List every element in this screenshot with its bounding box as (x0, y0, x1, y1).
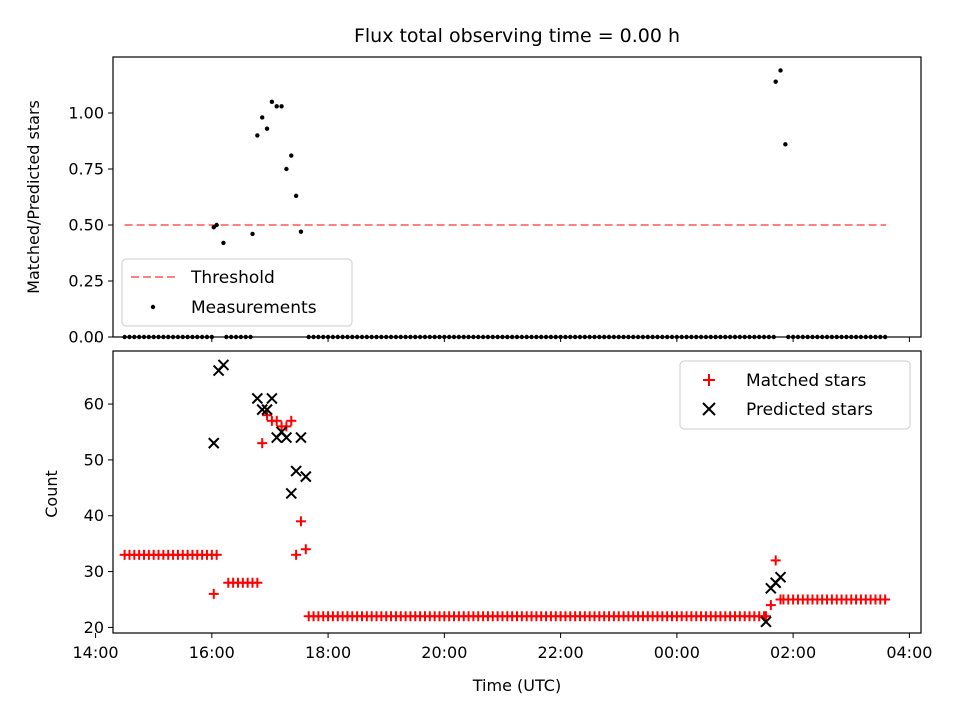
matched-star-point (295, 516, 306, 527)
bottom-legend: Matched stars Predicted stars (679, 360, 911, 430)
x-tick-label: 22:00 (538, 643, 584, 662)
matched-star-point (262, 410, 273, 421)
matched-star-point (286, 415, 297, 426)
bottom-x-ticks: 14:00 16:00 18:00 20:00 22:00 00:00 02:00 04:00 (73, 633, 932, 662)
top-y-axis-label: Matched/Predicted stars (24, 100, 43, 294)
matched-star-point (770, 555, 781, 566)
top-axes-frame (112, 56, 922, 338)
matched-star-point (252, 577, 263, 588)
predicted-star-point (760, 616, 772, 628)
matched-star-point (257, 438, 268, 449)
matched-star-point (880, 594, 891, 605)
legend-predicted-label: Predicted stars (746, 400, 873, 420)
legend-matched-swatch (703, 374, 715, 386)
measurement-point (250, 231, 255, 237)
bottom-y-tick-label: 20 (84, 618, 104, 637)
matched-star-point (760, 611, 771, 622)
predicted-star-point (774, 571, 787, 583)
measurement-point (214, 222, 219, 228)
bottom-y-tick-label: 60 (84, 395, 104, 414)
x-tick-label: 00:00 (654, 643, 700, 662)
top-legend-box (121, 258, 353, 327)
top-plot: Matched/Predicted stars 0.00 0.25 0.50 0.75… (24, 56, 922, 347)
matched-star-point (775, 594, 786, 605)
matched-star-point (211, 549, 222, 560)
top-y-tick-label: 0.25 (68, 272, 104, 291)
measurement-point (293, 193, 299, 199)
x-tick-label: 18:00 (305, 643, 351, 662)
chart-title: Flux total observing time = 0.00 h (354, 25, 680, 47)
measurement-point (221, 240, 226, 246)
measurement-point (274, 104, 279, 109)
measurement-point (289, 153, 294, 158)
top-y-tick-label: 0.00 (68, 328, 104, 347)
legend-threshold-label: Threshold (190, 268, 275, 288)
bottom-y-ticks: 20 30 40 50 60 (84, 395, 113, 637)
x-tick-label: 14:00 (73, 643, 119, 662)
measurement-point (778, 68, 783, 73)
predicted-star-point (300, 470, 312, 483)
matched-star-point (281, 421, 292, 432)
top-legend: Threshold Measurements (121, 258, 353, 327)
legend-matched-label: Matched stars (746, 371, 866, 391)
x-tick-label: 20:00 (421, 643, 467, 662)
predicted-star-point (217, 359, 230, 371)
predicted-star-point (261, 403, 273, 416)
x-tick-label: 02:00 (770, 643, 816, 662)
top-y-tick-label: 0.50 (68, 216, 104, 235)
bottom-plot-marks (119, 359, 891, 628)
legend-measurements-label: Measurements (191, 298, 317, 318)
matched-star-point (208, 588, 219, 599)
predicted-star-point (251, 392, 264, 405)
matched-star-point (300, 544, 311, 555)
predicted-star-point (280, 431, 293, 444)
matched-star-point (765, 600, 776, 611)
measurement-point (298, 229, 304, 234)
measurement-point (259, 115, 265, 120)
predicted-star-point (295, 431, 307, 444)
legend-predicted-swatch (702, 402, 716, 416)
measurement-point (284, 166, 289, 172)
x-tick-label: 16:00 (189, 643, 235, 662)
predicted-star-point (208, 437, 220, 449)
measurement-point (279, 104, 284, 109)
bottom-plot: Count Time (UTC) 20 30 40 50 60 14:00 16:00 18… (42, 350, 932, 695)
predicted-star-point (266, 392, 278, 405)
predicted-star-point (256, 403, 268, 416)
bottom-y-axis-label: Count (42, 470, 61, 518)
top-y-tick-label: 1.00 (68, 104, 104, 123)
bottom-y-tick-label: 40 (84, 506, 104, 525)
x-tick-label: 04:00 (886, 643, 932, 662)
measurement-point (783, 142, 788, 147)
measurement-point (255, 133, 260, 138)
measurement-point (264, 126, 270, 131)
bottom-legend-box (679, 360, 911, 430)
bottom-axes-frame (112, 350, 922, 634)
bottom-y-tick-label: 30 (84, 562, 104, 581)
top-y-ticks: 0.00 0.25 0.50 0.75 1.00 (68, 104, 113, 347)
predicted-star-point (290, 465, 302, 477)
measurement-point (269, 99, 275, 105)
top-y-tick-label: 0.75 (68, 160, 104, 179)
matched-star-point (271, 415, 282, 426)
x-axis-label: Time (UTC) (472, 676, 561, 695)
bottom-y-tick-label: 50 (84, 450, 104, 469)
legend-measurements-swatch (150, 304, 156, 310)
predicted-star-point (285, 487, 297, 500)
matched-star-point (291, 549, 302, 560)
measurement-point (773, 79, 778, 84)
